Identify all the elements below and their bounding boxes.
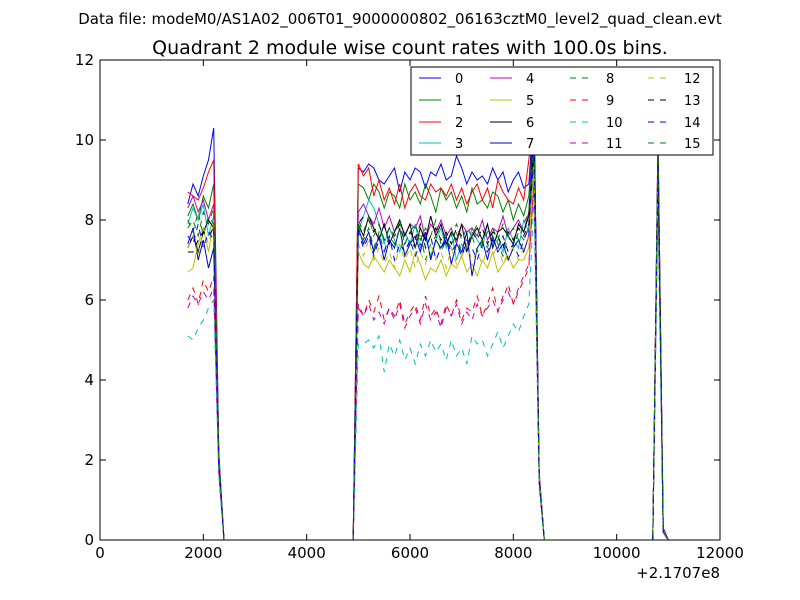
series-line-7 bbox=[187, 103, 669, 540]
data-file-title: Data file: modeM0/AS1A02_006T01_90000008… bbox=[78, 10, 722, 29]
x-tick-label: 8000 bbox=[494, 544, 532, 562]
y-tick-label: 10 bbox=[75, 131, 94, 149]
legend-label-14: 14 bbox=[684, 116, 701, 131]
legend-label-6: 6 bbox=[526, 116, 534, 131]
series-line-0 bbox=[187, 107, 669, 540]
legend-label-9: 9 bbox=[606, 94, 614, 109]
y-tick-label: 8 bbox=[84, 211, 94, 229]
y-tick-label: 0 bbox=[84, 531, 94, 549]
y-tick-label: 4 bbox=[84, 371, 94, 389]
legend-label-8: 8 bbox=[606, 72, 614, 87]
y-tick-label: 2 bbox=[84, 451, 94, 469]
x-tick-label: 0 bbox=[95, 544, 105, 562]
legend-label-3: 3 bbox=[455, 137, 463, 152]
series-line-2 bbox=[187, 115, 669, 540]
chart-title: Quadrant 2 module wise count rates with … bbox=[152, 37, 668, 59]
legend-label-4: 4 bbox=[526, 72, 534, 87]
legend-label-2: 2 bbox=[455, 116, 463, 131]
series-layer bbox=[187, 103, 669, 540]
series-line-14 bbox=[187, 155, 669, 540]
x-tick-label: 2000 bbox=[184, 544, 222, 562]
legend-label-7: 7 bbox=[526, 137, 534, 152]
legend-label-10: 10 bbox=[606, 116, 623, 131]
legend-label-1: 1 bbox=[455, 94, 463, 109]
legend-label-15: 15 bbox=[684, 137, 701, 152]
series-line-4 bbox=[187, 111, 669, 540]
y-tick-label: 12 bbox=[75, 51, 94, 69]
legend-label-12: 12 bbox=[684, 72, 701, 87]
y-tick-label: 6 bbox=[84, 291, 94, 309]
legend-frame bbox=[410, 66, 714, 156]
legend-label-5: 5 bbox=[526, 94, 534, 109]
legend-label-13: 13 bbox=[684, 94, 701, 109]
x-axis-offset-label: +2.1707e8 bbox=[636, 564, 720, 582]
series-line-9 bbox=[187, 175, 669, 540]
x-tick-label: 10000 bbox=[593, 544, 641, 562]
series-line-5 bbox=[187, 163, 669, 540]
series-line-1 bbox=[187, 119, 669, 540]
legend-label-0: 0 bbox=[455, 72, 463, 87]
x-tick-label: 12000 bbox=[696, 544, 744, 562]
series-line-6 bbox=[187, 139, 669, 540]
legend-label-11: 11 bbox=[606, 137, 623, 152]
x-tick-label: 4000 bbox=[288, 544, 326, 562]
x-tick-label: 6000 bbox=[391, 544, 429, 562]
